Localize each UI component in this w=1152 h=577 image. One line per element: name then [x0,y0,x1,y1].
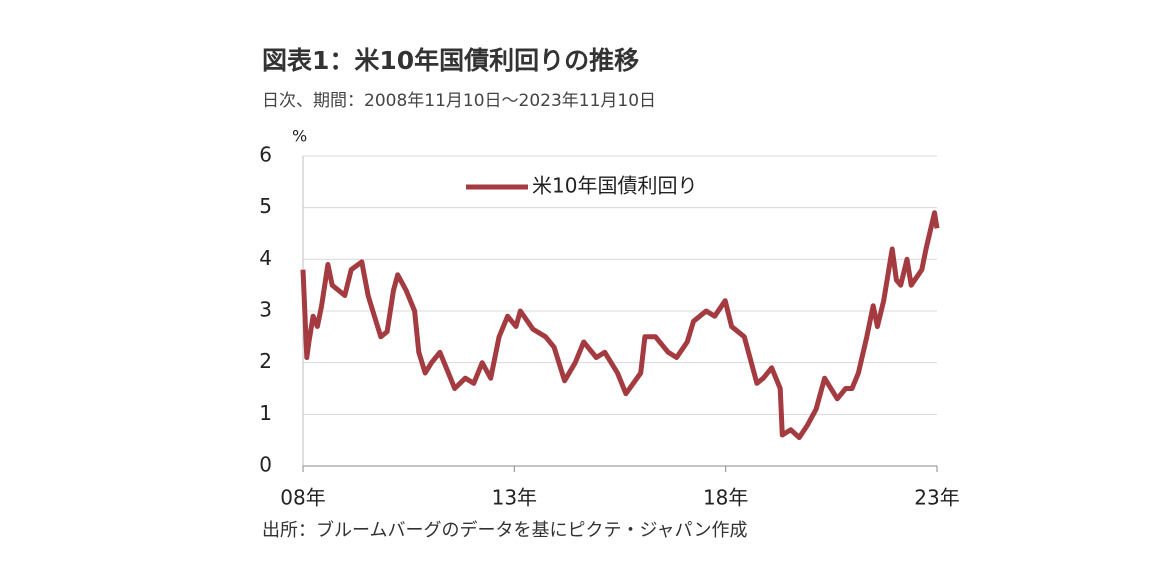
x-tick-label: 23年 [914,486,959,510]
source-note: 出所：ブルームバーグのデータを基にピクテ・ジャパン作成 [262,519,747,541]
y-axis-label: % [292,127,307,146]
y-tick-label: 5 [259,194,272,218]
y-tick-label: 3 [259,298,272,322]
y-tick-label: 6 [259,143,272,167]
x-tick-label: 18年 [703,486,748,510]
chart-subtitle: 日次、期間：2008年11月10日～2023年11月10日 [262,91,656,111]
x-tick-label: 13年 [492,486,537,510]
legend-label: 米10年国債利回り [532,174,697,198]
data-line [300,210,940,441]
chart-title: 図表1：米10年国債利回りの推移 [262,46,639,75]
y-tick-label: 4 [259,246,272,270]
y-tick-label: 1 [259,401,272,425]
y-tick-label: 0 [259,453,272,477]
x-tick-label: 08年 [280,486,325,510]
y-tick-label: 2 [259,349,272,373]
